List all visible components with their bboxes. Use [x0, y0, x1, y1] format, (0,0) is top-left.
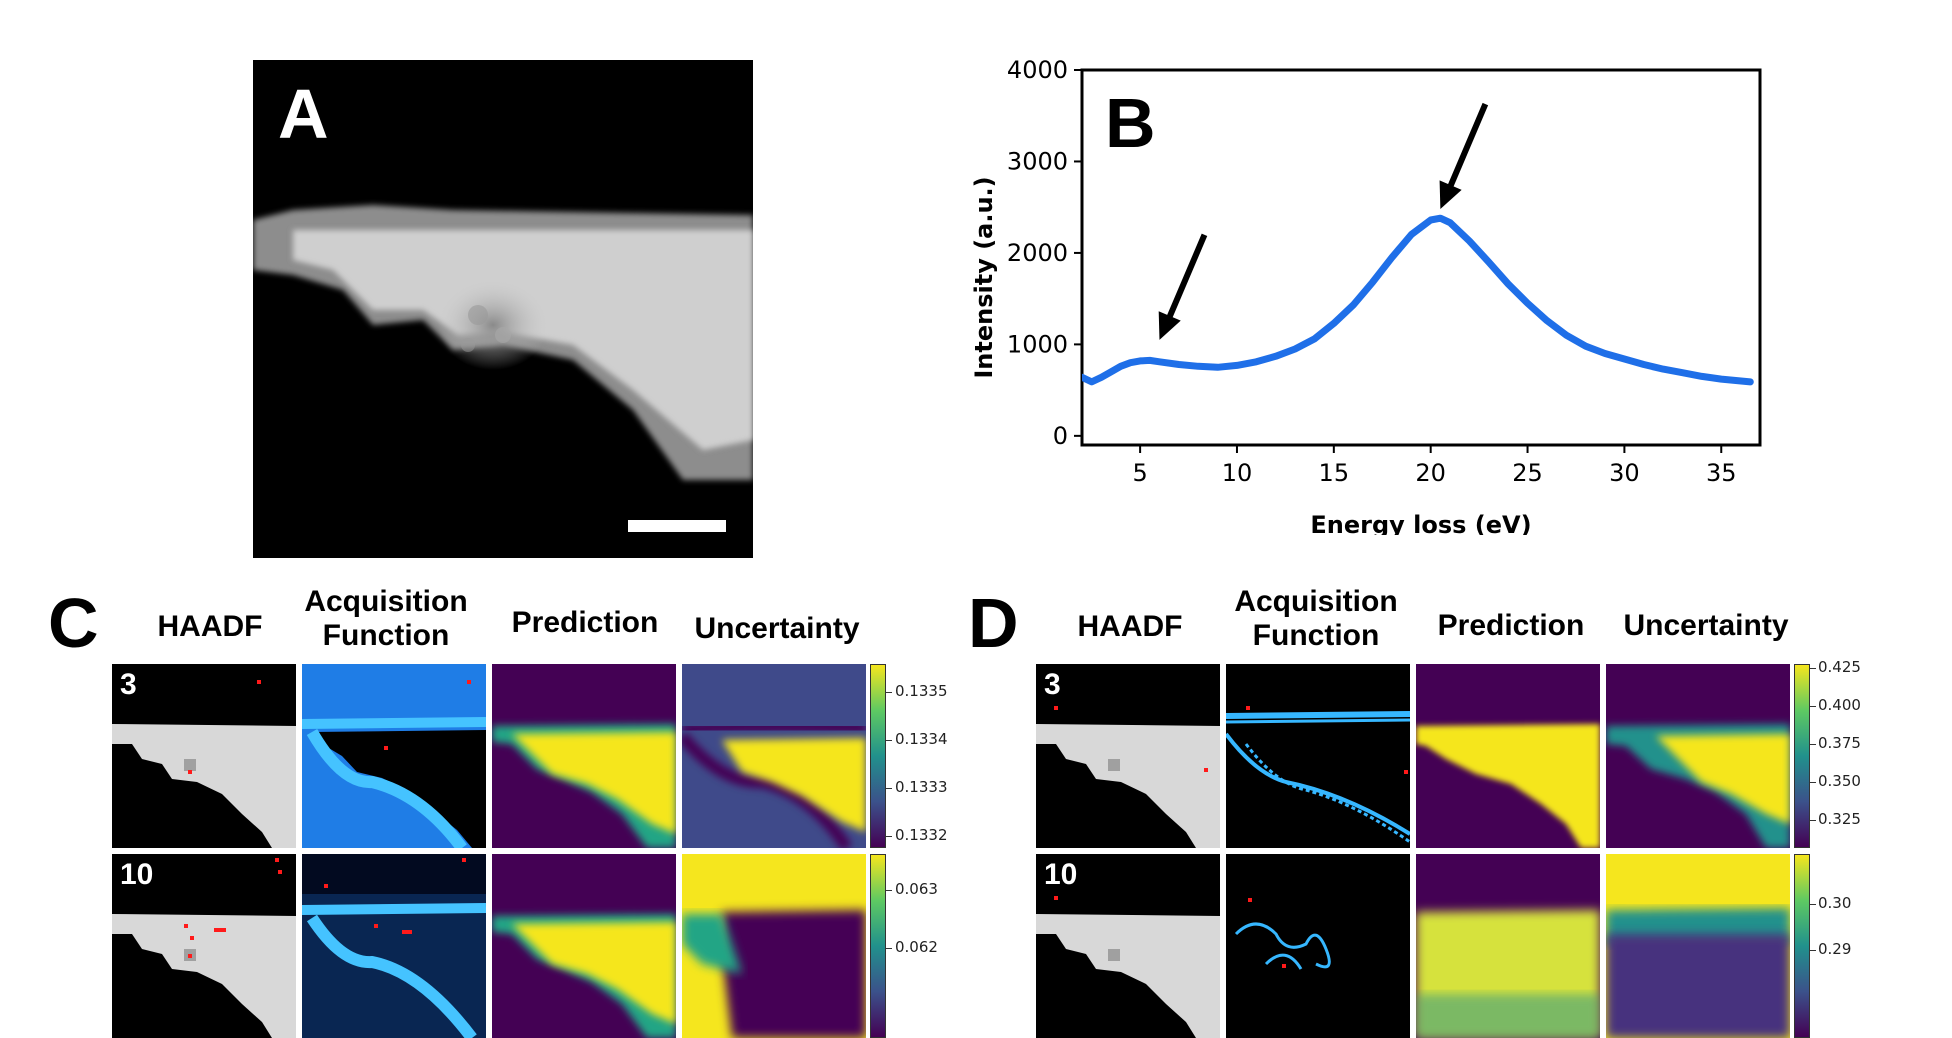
- haadf-tile-d-row1: 3: [1036, 664, 1220, 848]
- col-header-acquisition-d: Acquisition Function: [1216, 585, 1416, 653]
- colorbar-tick: 0.1335: [895, 682, 948, 700]
- colorbar-c-row1: [870, 664, 886, 848]
- haadf-tile-c-row1: 3: [112, 664, 296, 848]
- x-tick-label: 30: [1609, 459, 1640, 487]
- acquisition-tile-c-row2: [302, 854, 486, 1038]
- annotation-arrow-shaft: [1445, 102, 1489, 193]
- acquisition-tile-c-row1: [302, 664, 486, 848]
- colorbar-tick: 0.062: [895, 938, 938, 956]
- eels-spectrum-chart: 5 10 15 20 25 30 35 0 1000 2000 3000 4000 Energy los…: [960, 45, 1780, 539]
- colorbar-tick: 0.29: [1818, 940, 1852, 958]
- x-tick-label: 5: [1132, 459, 1147, 487]
- acquisition-tile-d-row1: [1226, 664, 1410, 848]
- colorbar-tick: 0.1333: [895, 778, 948, 796]
- colorbar-c-row2: [870, 854, 886, 1038]
- prediction-tile-graphic: [1416, 724, 1600, 848]
- colorbar-tick: 0.063: [895, 880, 938, 898]
- uncertainty-tile-graphic: [682, 910, 866, 1038]
- prediction-tile-graphic: [492, 724, 676, 848]
- annotation-arrow-shaft: [1164, 233, 1208, 323]
- iteration-label: 3: [120, 668, 137, 701]
- uncertainty-tile-c-row1: [682, 664, 866, 848]
- uncertainty-tile-c-row2: [682, 854, 866, 1038]
- prediction-tile-graphic: [1416, 910, 1600, 1038]
- x-axis-label: Energy loss (eV): [1310, 511, 1531, 535]
- sample-point-marker: [257, 680, 261, 684]
- uncertainty-tile-graphic: [682, 720, 866, 848]
- iteration-label: 10: [120, 858, 154, 891]
- panel-label-c: C: [48, 584, 99, 662]
- colorbar-tick: 0.1334: [895, 730, 948, 748]
- x-tick-label: 10: [1222, 459, 1253, 487]
- colorbar-tick: 0.325: [1818, 810, 1861, 828]
- uncertainty-tile-d-row1: [1606, 664, 1790, 848]
- acquisition-tile-graphic: [1234, 898, 1331, 970]
- prediction-tile-graphic: [492, 914, 676, 1038]
- scale-bar: [628, 520, 726, 532]
- panel-label-b: B: [1105, 84, 1156, 162]
- haadf-tile-graphic: [112, 680, 296, 848]
- spectrum-line: [1082, 214, 1754, 386]
- colorbar-tick: 0.1332: [895, 826, 948, 844]
- uncertainty-tile-graphic: [1606, 908, 1790, 1038]
- panel-label-a: A: [278, 75, 329, 153]
- col-header-haadf-c: HAADF: [157, 610, 263, 643]
- iteration-label: 10: [1044, 858, 1078, 891]
- colorbar-tick: 0.425: [1818, 658, 1861, 676]
- haadf-image-panel-a: A: [253, 60, 753, 558]
- y-tick-label: 3000: [1007, 147, 1068, 175]
- x-tick-label: 25: [1512, 459, 1543, 487]
- haadf-tile-graphic: [1036, 706, 1220, 848]
- y-tick-label: 0: [1053, 422, 1068, 450]
- plot-frame: [1080, 68, 1762, 447]
- prediction-tile-c-row2: [492, 854, 676, 1038]
- acquisition-tile-graphic: [302, 680, 486, 848]
- prediction-tile-d-row1: [1416, 664, 1600, 848]
- colorbar-tick: 0.375: [1818, 734, 1861, 752]
- col-header-uncertainty-d: Uncertainty: [1623, 609, 1789, 642]
- col-header-uncertainty-c: Uncertainty: [694, 612, 860, 645]
- y-axis-label: Intensity (a.u.): [970, 176, 998, 378]
- acquisition-tile-d-row2: [1226, 854, 1410, 1038]
- col-header-acquisition-line2: Function: [322, 619, 450, 652]
- colorbar-tick: 0.400: [1818, 696, 1861, 714]
- col-header-acquisition-c: Acquisition Function: [286, 585, 486, 653]
- colorbar-d-row2: [1794, 854, 1810, 1038]
- iteration-label: 3: [1044, 668, 1061, 701]
- y-tick-label: 2000: [1007, 239, 1068, 267]
- col-header-acquisition-line1: Acquisition: [1234, 585, 1398, 618]
- haadf-tile-d-row2: 10: [1036, 854, 1220, 1038]
- col-header-prediction-d: Prediction: [1437, 609, 1585, 642]
- prediction-tile-c-row1: [492, 664, 676, 848]
- prediction-tile-d-row2: [1416, 854, 1600, 1038]
- haadf-tile-c-row2: 10: [112, 854, 296, 1038]
- haadf-image-graphic: [253, 205, 753, 480]
- annotation-arrow-head: [1158, 311, 1181, 340]
- colorbar-tick: 0.350: [1818, 772, 1861, 790]
- annotation-arrow-head: [1439, 180, 1462, 210]
- acquisition-tile-graphic: [302, 858, 486, 1038]
- acquisition-tile-graphic: [1226, 706, 1410, 844]
- colorbar-tick: 0.30: [1818, 894, 1852, 912]
- y-tick-label: 4000: [1007, 56, 1068, 84]
- uncertainty-tile-d-row2: [1606, 854, 1790, 1038]
- colorbar-d-row1: [1794, 664, 1810, 848]
- x-tick-label: 20: [1415, 459, 1446, 487]
- uncertainty-tile-graphic: [1606, 724, 1790, 848]
- eels-spectrum-svg: 5 10 15 20 25 30 35 0 1000 2000 3000 4000 Energy los…: [970, 56, 1762, 539]
- col-header-acquisition-line2: Function: [1252, 619, 1380, 652]
- x-tick-label: 35: [1706, 459, 1737, 487]
- col-header-acquisition-line1: Acquisition: [304, 585, 468, 618]
- col-header-prediction-c: Prediction: [511, 606, 659, 639]
- x-tick-label: 15: [1319, 459, 1350, 487]
- y-tick-label: 1000: [1007, 330, 1068, 358]
- col-header-haadf-d: HAADF: [1077, 610, 1183, 643]
- panel-label-d: D: [968, 584, 1019, 662]
